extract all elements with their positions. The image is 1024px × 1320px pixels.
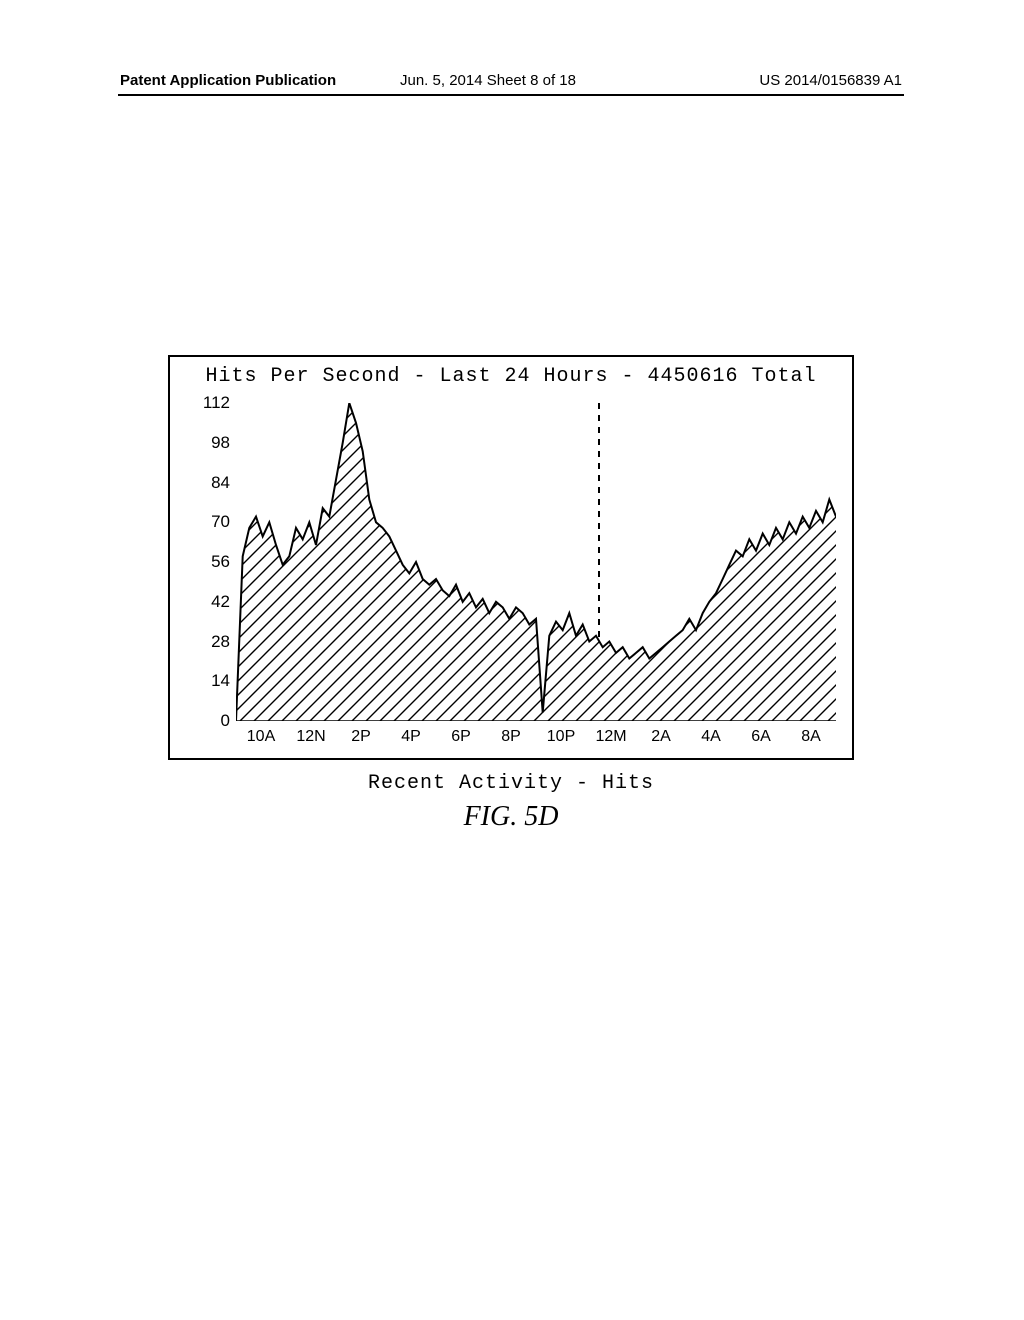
x-tick-label: 2P [351,728,371,746]
header-center: Jun. 5, 2014 Sheet 8 of 18 [400,72,576,89]
chart-frame: Hits Per Second - Last 24 Hours - 445061… [168,355,854,760]
y-tick-label: 14 [186,671,230,691]
y-tick-label: 28 [186,632,230,652]
y-axis-labels: 112988470564228140 [186,403,230,721]
y-tick-label: 0 [186,711,230,731]
chart-caption: Recent Activity - Hits [168,772,854,795]
y-tick-label: 56 [186,552,230,572]
header-right: US 2014/0156839 A1 [759,72,902,89]
figure-label: FIG. 5D [168,801,854,833]
header-rule [118,94,904,96]
x-tick-label: 4P [401,728,421,746]
x-tick-label: 10A [247,728,275,746]
x-tick-label: 12M [595,728,626,746]
x-tick-label: 6A [751,728,771,746]
header-left: Patent Application Publication [120,72,336,89]
x-axis-labels: 10A 12N 2P 4P 6P 8P 10P 12M 2A 4A 6A 8A [236,728,836,752]
x-tick-label: 10P [547,728,575,746]
chart-svg [236,403,836,721]
x-tick-label: 6P [451,728,471,746]
plot-area [236,403,836,721]
y-tick-label: 112 [186,393,230,413]
x-tick-label: 2A [651,728,671,746]
x-tick-label: 4A [701,728,721,746]
y-tick-label: 42 [186,592,230,612]
y-tick-label: 70 [186,512,230,532]
chart-title: Hits Per Second - Last 24 Hours - 445061… [170,357,852,394]
y-tick-label: 84 [186,473,230,493]
chart-container: Hits Per Second - Last 24 Hours - 445061… [168,355,854,833]
y-tick-label: 98 [186,433,230,453]
x-tick-label: 12N [296,728,325,746]
x-tick-label: 8A [801,728,821,746]
x-tick-label: 8P [501,728,521,746]
